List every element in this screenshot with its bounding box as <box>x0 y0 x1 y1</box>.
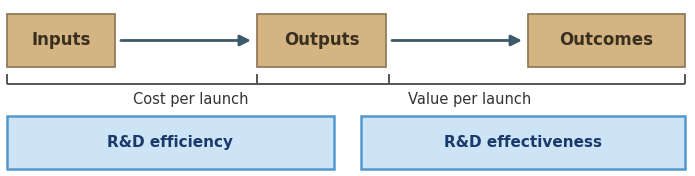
FancyBboxPatch shape <box>257 14 386 67</box>
FancyBboxPatch shape <box>528 14 685 67</box>
Text: Outputs: Outputs <box>284 32 359 49</box>
FancyBboxPatch shape <box>7 116 334 169</box>
Text: R&D efficiency: R&D efficiency <box>107 135 234 150</box>
FancyBboxPatch shape <box>7 14 115 67</box>
Text: Cost per launch: Cost per launch <box>133 92 249 106</box>
Text: R&D effectiveness: R&D effectiveness <box>444 135 602 150</box>
FancyBboxPatch shape <box>361 116 685 169</box>
Text: Outcomes: Outcomes <box>559 32 653 49</box>
Text: Value per launch: Value per launch <box>407 92 531 106</box>
Text: Inputs: Inputs <box>31 32 90 49</box>
